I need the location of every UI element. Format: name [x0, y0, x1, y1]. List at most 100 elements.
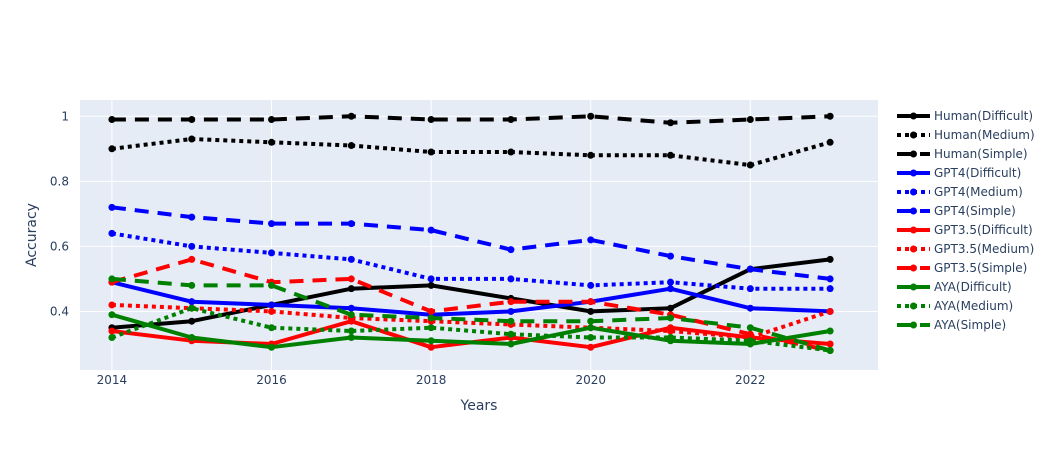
series-group	[108, 112, 834, 354]
legend-item[interactable]: GPT3.5(Difficult)	[897, 223, 1033, 237]
legend-label: AYA(Difficult)	[934, 280, 1012, 294]
data-point	[587, 236, 595, 244]
data-point	[347, 255, 355, 263]
series-line	[111, 114, 831, 125]
data-point	[667, 278, 675, 286]
data-point	[667, 252, 675, 260]
legend-label: GPT4(Medium)	[934, 185, 1023, 199]
data-point	[268, 220, 276, 228]
y-axis-title: Accuracy	[24, 203, 40, 267]
data-point	[587, 333, 595, 341]
data-point	[427, 307, 435, 315]
series-group-1	[108, 135, 834, 169]
data-point	[188, 304, 196, 312]
data-point	[427, 314, 435, 322]
data-point	[667, 119, 675, 127]
data-point	[108, 229, 116, 237]
y-tick-label: 0.8	[50, 174, 69, 188]
data-point	[188, 213, 196, 221]
data-point	[188, 298, 196, 306]
data-point	[667, 151, 675, 159]
legend-label: Human(Medium)	[934, 128, 1035, 142]
data-point	[268, 281, 276, 289]
data-point	[108, 311, 116, 319]
y-tick-label: 0.6	[50, 239, 69, 253]
series-line	[111, 280, 831, 317]
data-point	[587, 324, 595, 332]
legend-item[interactable]: AYA(Simple)	[897, 318, 1006, 332]
data-point	[188, 135, 196, 143]
data-point	[347, 142, 355, 150]
data-point	[507, 340, 515, 348]
data-point	[427, 116, 435, 124]
legend[interactable]: Human(Difficult) Human(Medium) Human(Simpl…	[897, 109, 1035, 332]
y-tick-label: 0.4	[50, 304, 69, 318]
data-point	[667, 327, 675, 335]
data-point	[268, 307, 276, 315]
data-point	[746, 337, 754, 345]
series-line	[111, 257, 831, 353]
data-point	[347, 304, 355, 312]
series-group-11	[108, 275, 834, 354]
data-point	[507, 330, 515, 338]
axes: 2014 2016 2018 2020 2022 0.4 0.6 0.8 1	[50, 109, 766, 387]
data-point	[427, 226, 435, 234]
x-axis-title: Years	[460, 398, 498, 414]
data-point	[108, 301, 116, 309]
data-point	[188, 242, 196, 250]
data-point	[826, 255, 834, 263]
data-point	[347, 311, 355, 319]
data-point	[507, 307, 515, 315]
data-point	[667, 285, 675, 293]
legend-item[interactable]: Human(Difficult)	[897, 109, 1033, 123]
data-point	[826, 346, 834, 354]
legend-item[interactable]: Human(Medium)	[897, 128, 1035, 142]
data-point	[108, 203, 116, 211]
data-point	[427, 275, 435, 283]
data-point	[746, 330, 754, 338]
data-point	[746, 324, 754, 332]
data-point	[268, 249, 276, 257]
x-tick-label: 2016	[256, 373, 287, 387]
data-point	[188, 333, 196, 341]
legend-marker	[910, 302, 917, 310]
x-tick-label: 2022	[735, 373, 766, 387]
legend-label: AYA(Medium)	[934, 299, 1013, 313]
data-point	[587, 151, 595, 159]
legend-item[interactable]: GPT4(Medium)	[897, 185, 1023, 199]
legend-item[interactable]: GPT4(Simple)	[897, 204, 1016, 218]
legend-label: GPT3.5(Simple)	[934, 261, 1027, 275]
series-group-4	[108, 229, 834, 293]
data-point	[268, 116, 276, 124]
data-point	[746, 265, 754, 273]
data-point	[826, 112, 834, 120]
legend-label: GPT3.5(Difficult)	[934, 223, 1033, 237]
legend-item[interactable]: Human(Simple)	[897, 147, 1028, 161]
legend-marker	[910, 150, 917, 158]
data-point	[427, 343, 435, 351]
data-point	[746, 161, 754, 169]
data-point	[507, 317, 515, 325]
legend-label: GPT3.5(Medium)	[934, 242, 1034, 256]
series-line	[111, 276, 831, 353]
legend-item[interactable]: GPT3.5(Simple)	[897, 261, 1027, 275]
data-point	[507, 116, 515, 124]
data-point	[826, 340, 834, 348]
data-point	[587, 281, 595, 289]
data-point	[188, 281, 196, 289]
legend-marker	[910, 321, 917, 329]
data-point	[826, 275, 834, 283]
legend-item[interactable]: AYA(Difficult)	[897, 280, 1012, 294]
y-tick-label: 1	[61, 109, 69, 123]
legend-item[interactable]: AYA(Medium)	[897, 299, 1013, 313]
legend-item[interactable]: GPT3.5(Medium)	[897, 242, 1034, 256]
legend-label: GPT4(Difficult)	[934, 166, 1021, 180]
data-point	[347, 285, 355, 293]
x-tick-label: 2014	[97, 373, 128, 387]
legend-marker	[910, 112, 917, 120]
series-line	[111, 257, 831, 330]
legend-marker	[910, 131, 917, 139]
data-point	[427, 148, 435, 156]
legend-item[interactable]: GPT4(Difficult)	[897, 166, 1021, 180]
